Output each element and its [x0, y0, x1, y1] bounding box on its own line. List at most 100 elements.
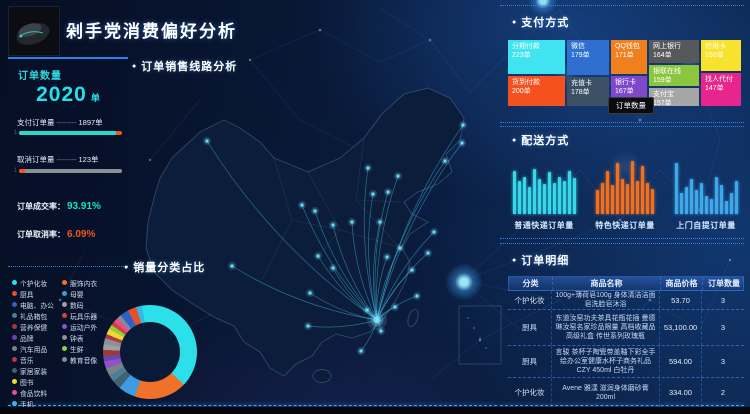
- treemap-cell-label: 网上银行: [653, 43, 681, 50]
- axis-tick: 1: [14, 129, 18, 136]
- separator: [500, 238, 744, 239]
- legend-item[interactable]: 个护化妆: [12, 277, 54, 288]
- cell-product-name: Avene 雅漾 滋润身体磨砂膏 200ml: [552, 378, 660, 407]
- treemap-cell[interactable]: 找人代付 147单: [701, 73, 741, 106]
- cell-price: 53,100.00: [660, 310, 702, 345]
- bar: [651, 189, 654, 214]
- payment-treemap: 找人代付 147单 信用卡 150单 支付宝 157单 银联在线 159单 网上银行 164单 银行…: [508, 40, 741, 114]
- mouse-image: [9, 7, 57, 53]
- legend-dot: [12, 368, 17, 373]
- col-category: 分类: [509, 277, 553, 290]
- cell-product-name: 东道汝窑功夫茶具花瓶花插 曼德琳汝窑名家珍品限量 高档收藏品 高级礼盒 传世系列…: [552, 310, 660, 345]
- bar: [611, 185, 614, 214]
- cell-qty: 3: [720, 323, 726, 332]
- legend-item[interactable]: 母婴: [62, 288, 97, 299]
- paid-orders-value: 1897单: [78, 118, 103, 127]
- legend-item[interactable]: 电脑、办公: [12, 299, 54, 310]
- legend-item[interactable]: 食品饮料: [12, 387, 54, 398]
- order-routes: [202, 120, 468, 356]
- legend-item[interactable]: 厨具: [12, 288, 54, 299]
- paid-orders-bar[interactable]: 1: [14, 129, 122, 136]
- treemap-cell[interactable]: 支付宝 157单: [649, 88, 699, 106]
- legend-item[interactable]: 家居家装: [12, 365, 54, 376]
- legend-label: 手机: [20, 401, 34, 409]
- bar: [719, 185, 723, 214]
- legend-label: 钟表: [70, 335, 84, 343]
- cancel-orders-bar[interactable]: 1: [14, 168, 122, 174]
- bar-group-label: 上门自提订单量: [676, 221, 736, 230]
- treemap-cell-label: 货到付款: [512, 79, 540, 86]
- payment-title: ● 支付方式: [512, 17, 570, 29]
- legend-item[interactable]: 数码: [62, 299, 97, 310]
- legend-label: 厨具: [20, 291, 34, 299]
- treemap-cell[interactable]: 微信 179单: [567, 40, 609, 75]
- legend-item[interactable]: 生鲜: [62, 343, 97, 354]
- treemap-cell[interactable]: 信用卡 150单: [701, 40, 741, 71]
- legend-item[interactable]: 品牌: [12, 332, 54, 343]
- treemap-cell-value: 164单: [653, 51, 672, 59]
- legend-item[interactable]: 玩具乐器: [62, 310, 97, 321]
- bar: [547, 172, 551, 214]
- bar: [636, 181, 639, 214]
- bullet-icon: ●: [124, 264, 130, 271]
- legend-item[interactable]: 图书: [12, 376, 54, 387]
- category-donut[interactable]: [103, 305, 197, 399]
- legend-item[interactable]: 运动户外: [62, 321, 97, 332]
- delivery-bars: 普通快递订单量 特色快递订单量 上门自提订单量: [508, 150, 742, 236]
- legend-item[interactable]: 汽车用品: [12, 343, 54, 354]
- legend-label: 食品饮料: [20, 390, 48, 398]
- bar-group-label: 特色快递订单量: [595, 221, 655, 230]
- treemap-cell-label: 支付宝: [653, 91, 674, 98]
- bar: [674, 163, 678, 214]
- legend-item[interactable]: 礼品箱包: [12, 310, 54, 321]
- legend-item[interactable]: 手机: [12, 398, 54, 409]
- treemap-cell[interactable]: 充值卡 178单: [567, 77, 609, 106]
- legend-item[interactable]: 营养保健: [12, 321, 54, 332]
- legend-label: 生鲜: [70, 346, 84, 354]
- table-row[interactable]: 厨具 东道汝窑功夫茶具花瓶花插 曼德琳汝窑名家珍品限量 高档收藏品 高级礼盒 传…: [508, 310, 744, 346]
- treemap-cell-value: 223单: [512, 51, 531, 59]
- legend-label: 服饰内衣: [70, 280, 98, 288]
- legend-item[interactable]: 音乐: [12, 354, 54, 365]
- bar: [684, 187, 688, 214]
- delivery-bar-group[interactable]: 上门自提订单量: [670, 150, 742, 236]
- treemap-cell[interactable]: 货到付款 200单: [508, 76, 565, 106]
- order-count-label: 订单数量: [18, 71, 62, 82]
- category-legend-col1: 个护化妆厨具 电脑、办公 礼品箱包 营养保健 品牌 汽车用品 音乐 家居家装 图书食品饮料手机: [12, 277, 54, 409]
- bullet-icon: ●: [512, 19, 518, 26]
- bottom-strip: [0, 407, 750, 414]
- table-row[interactable]: 个护化妆 Avene 雅漾 滋润身体磨砂膏 200ml 334.00 2: [508, 378, 744, 408]
- treemap-cell[interactable]: 银联在线 159单: [649, 65, 699, 86]
- treemap-cell-value: 150单: [705, 51, 724, 59]
- delivery-bar-group[interactable]: 特色快递订单量: [589, 150, 661, 236]
- col-price: 商品价格: [661, 277, 703, 290]
- treemap-cell[interactable]: 网上银行 164单: [649, 40, 699, 63]
- legend-item[interactable]: 服饰内衣: [62, 277, 97, 288]
- order-stats-panel: 订单数量 2020 单 支付订单量 -------- 1897单 1 取消订单量 ---…: [8, 57, 128, 255]
- treemap-cell-label: 分期付款: [512, 43, 540, 50]
- treemap-tooltip: 订单数量: [608, 97, 654, 114]
- legend-dot: [62, 357, 67, 362]
- treemap-cell[interactable]: QQ钱包 171单: [611, 40, 647, 74]
- page-title: 剁手党消费偏好分析: [66, 22, 237, 41]
- bar: [557, 177, 561, 214]
- bar: [562, 181, 566, 214]
- bar: [537, 179, 541, 214]
- bar: [552, 183, 556, 214]
- china-map[interactable]: [112, 80, 507, 406]
- cell-category: 厨具: [508, 346, 552, 377]
- cell-price: 53.70: [660, 291, 702, 309]
- delivery-bar-group[interactable]: 普通快递订单量: [508, 150, 580, 236]
- bar: [522, 177, 526, 214]
- legend-item[interactable]: 教育音像: [62, 354, 97, 365]
- table-row[interactable]: 个护化妆 100g+薄荷皂100g 身体清洁洁面皂洗脸皂沐浴 53.70 3: [508, 291, 744, 310]
- order-detail-title: ● 订单明细: [512, 255, 570, 267]
- treemap-cell-value: 179单: [571, 51, 590, 59]
- table-row[interactable]: 厨具 言骏 茶杯子陶瓷带盖釉下彩全手绘办公室健康水杯子商务礼品 CZY 450m…: [508, 346, 744, 378]
- legend-item[interactable]: 钟表: [62, 332, 97, 343]
- legend-dot: [12, 313, 17, 318]
- treemap-cell[interactable]: 分期付款 223单: [508, 40, 565, 74]
- cell-price: 594.00: [660, 346, 702, 377]
- bullet-icon: ●: [512, 257, 518, 264]
- bar: [734, 181, 738, 214]
